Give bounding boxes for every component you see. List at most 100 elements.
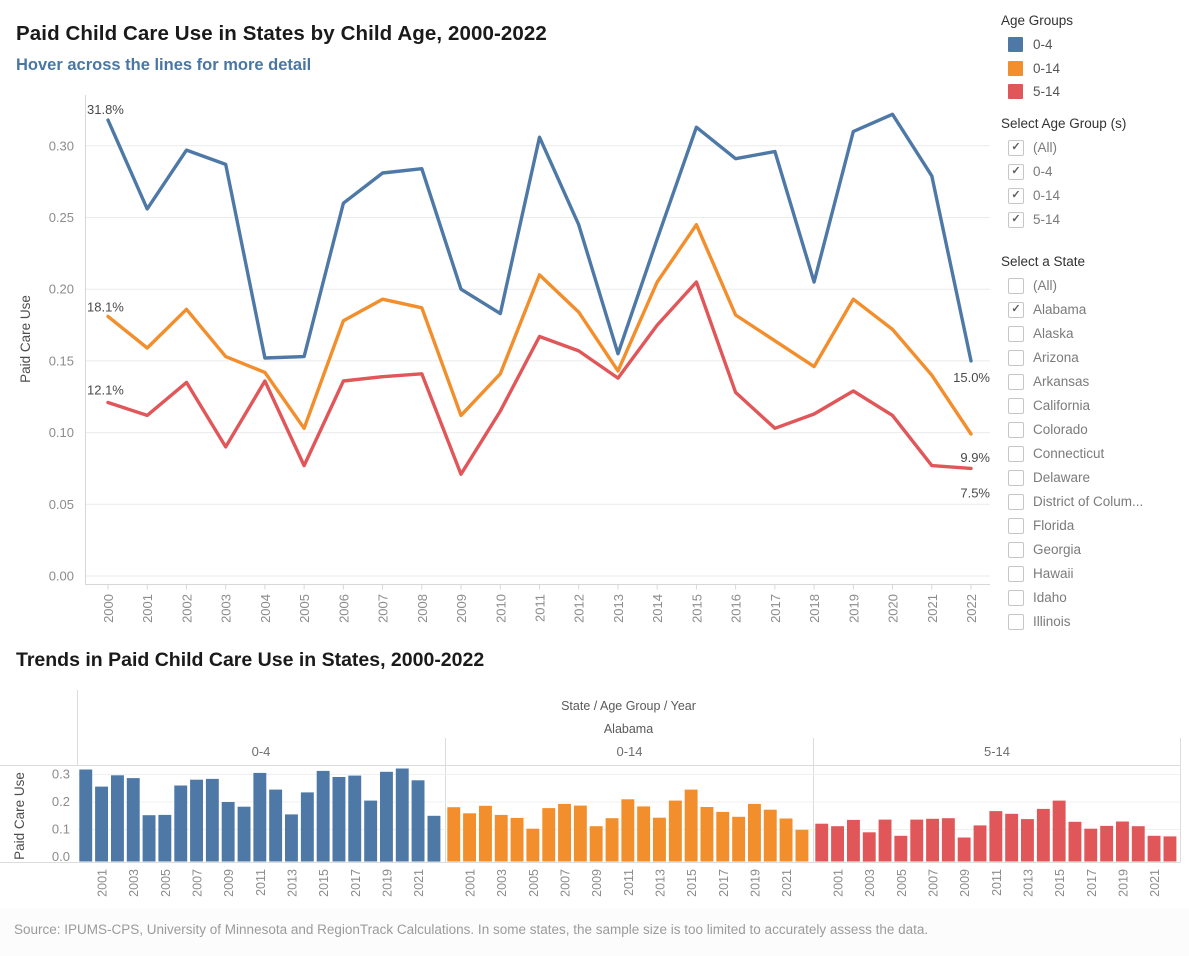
bar-0-14-2011[interactable]: [621, 799, 635, 862]
bar-0-4-2011[interactable]: [253, 772, 267, 862]
bar-0-14-2008[interactable]: [573, 805, 587, 862]
state-option-Arkansas[interactable]: Arkansas: [1001, 370, 1187, 394]
checkbox[interactable]: [1008, 277, 1024, 294]
bar-0-4-2006[interactable]: [174, 785, 188, 862]
bar-5-14-2008[interactable]: [941, 818, 955, 862]
bar-0-14-2020[interactable]: [763, 809, 777, 862]
bar-0-4-2000[interactable]: [79, 769, 93, 862]
bar-0-4-2014[interactable]: [300, 792, 314, 862]
bar-0-14-2022[interactable]: [795, 829, 809, 862]
age-group-option-5-14[interactable]: ✓ 5-14: [1001, 208, 1187, 232]
checkbox[interactable]: [1008, 349, 1024, 366]
state-option-Arizona[interactable]: Arizona: [1001, 346, 1187, 370]
line-series-0-14[interactable]: [106, 222, 973, 436]
checkbox-checked[interactable]: ✓: [1008, 187, 1024, 204]
state-option-Hawaii[interactable]: Hawaii: [1001, 562, 1187, 586]
age-group-option-(All)[interactable]: ✓ (All): [1001, 136, 1187, 160]
bar-0-14-2021[interactable]: [779, 818, 793, 862]
bar-0-4-2016[interactable]: [332, 777, 346, 862]
checkbox[interactable]: [1008, 589, 1024, 606]
legend-item-5-14[interactable]: 5-14: [1001, 80, 1187, 104]
bar-0-14-2013[interactable]: [653, 817, 666, 862]
bar-0-4-2007[interactable]: [190, 779, 203, 862]
line-path-0-14[interactable]: [106, 222, 973, 436]
checkbox-checked[interactable]: ✓: [1008, 139, 1024, 156]
bar-0-14-2005[interactable]: [526, 828, 540, 862]
state-option-Idaho[interactable]: Idaho: [1001, 586, 1187, 610]
state-option-Delaware[interactable]: Delaware: [1001, 466, 1187, 490]
bar-5-14-2011[interactable]: [989, 811, 1003, 862]
bar-chart[interactable]: State / Age Group / Year Alabama 0-4 0-14 5-…: [0, 688, 1189, 910]
age-group-option-0-4[interactable]: ✓ 0-4: [1001, 160, 1187, 184]
checkbox-checked[interactable]: ✓: [1008, 163, 1024, 180]
bar-0-4-2012[interactable]: [269, 789, 283, 862]
bar-5-14-2005[interactable]: [894, 835, 908, 862]
checkbox-checked[interactable]: ✓: [1008, 301, 1024, 318]
bar-0-4-2022[interactable]: [427, 815, 441, 862]
bar-0-4-2004[interactable]: [142, 815, 156, 862]
checkbox[interactable]: [1008, 517, 1024, 534]
checkbox[interactable]: [1008, 325, 1024, 342]
bar-0-4-2003[interactable]: [126, 778, 140, 862]
bar-0-4-2018[interactable]: [364, 800, 378, 862]
bar-0-14-2014[interactable]: [668, 800, 682, 862]
bar-0-14-2006[interactable]: [542, 808, 556, 862]
bar-0-14-2012[interactable]: [637, 806, 651, 862]
bar-0-14-2003[interactable]: [494, 814, 508, 862]
legend-item-0-14[interactable]: 0-14: [1001, 57, 1187, 81]
bar-0-14-2002[interactable]: [479, 805, 492, 862]
line-path-5-14[interactable]: [106, 280, 973, 476]
bar-5-14-2018[interactable]: [1100, 825, 1114, 862]
bar-0-14-2018[interactable]: [732, 816, 746, 862]
bar-5-14-2019[interactable]: [1116, 821, 1129, 862]
checkbox[interactable]: [1008, 493, 1024, 510]
bar-5-14-2016[interactable]: [1068, 821, 1082, 862]
checkbox[interactable]: [1008, 613, 1024, 630]
bar-5-14-2009[interactable]: [957, 837, 971, 862]
bar-5-14-2001[interactable]: [831, 826, 844, 862]
checkbox[interactable]: [1008, 445, 1024, 462]
bar-0-4-2019[interactable]: [380, 771, 393, 862]
line-series-5-14[interactable]: [106, 280, 973, 476]
state-option-Connecticut[interactable]: Connecticut: [1001, 442, 1187, 466]
bar-0-4-2020[interactable]: [395, 768, 409, 862]
bar-0-4-2021[interactable]: [411, 780, 425, 862]
checkbox[interactable]: [1008, 565, 1024, 582]
bar-0-4-2009[interactable]: [221, 802, 235, 862]
checkbox[interactable]: [1008, 421, 1024, 438]
bar-0-4-2015[interactable]: [316, 770, 330, 862]
state-option-Alabama[interactable]: ✓ Alabama: [1001, 298, 1187, 322]
bar-0-4-2010[interactable]: [237, 806, 251, 862]
bar-0-14-2009[interactable]: [589, 826, 603, 862]
bar-0-14-2007[interactable]: [558, 803, 571, 862]
bar-0-14-2019[interactable]: [748, 803, 761, 862]
legend-item-0-4[interactable]: 0-4: [1001, 33, 1187, 57]
bar-5-14-2012[interactable]: [1005, 813, 1019, 862]
checkbox[interactable]: [1008, 541, 1024, 558]
line-chart[interactable]: 0.00 0.05 0.10 0.15 0.20 0.25 0.30 2000 2001 2002…: [0, 85, 1000, 651]
bar-0-14-2015[interactable]: [684, 789, 698, 862]
bar-5-14-2006[interactable]: [910, 819, 924, 862]
bar-0-14-2000[interactable]: [447, 807, 461, 862]
bar-5-14-2004[interactable]: [878, 819, 892, 862]
state-option-Florida[interactable]: Florida: [1001, 514, 1187, 538]
state-option-(All)[interactable]: (All): [1001, 274, 1187, 298]
bar-5-14-2002[interactable]: [847, 819, 860, 862]
bar-5-14-2021[interactable]: [1147, 835, 1161, 862]
age-group-option-0-14[interactable]: ✓ 0-14: [1001, 184, 1187, 208]
bar-5-14-2010[interactable]: [973, 825, 987, 862]
bar-0-14-2004[interactable]: [510, 817, 524, 862]
checkbox[interactable]: [1008, 469, 1024, 486]
state-option-Colorado[interactable]: Colorado: [1001, 418, 1187, 442]
bar-5-14-2015[interactable]: [1052, 800, 1066, 862]
state-option-California[interactable]: California: [1001, 394, 1187, 418]
bar-5-14-2022[interactable]: [1163, 836, 1177, 862]
bar-5-14-2013[interactable]: [1021, 819, 1034, 862]
bar-0-14-2010[interactable]: [605, 818, 619, 862]
state-option-Alaska[interactable]: Alaska: [1001, 322, 1187, 346]
checkbox-checked[interactable]: ✓: [1008, 211, 1024, 228]
bar-0-4-2001[interactable]: [95, 786, 108, 862]
state-option-Georgia[interactable]: Georgia: [1001, 538, 1187, 562]
bar-5-14-2014[interactable]: [1036, 808, 1050, 862]
bar-0-4-2005[interactable]: [158, 814, 172, 862]
